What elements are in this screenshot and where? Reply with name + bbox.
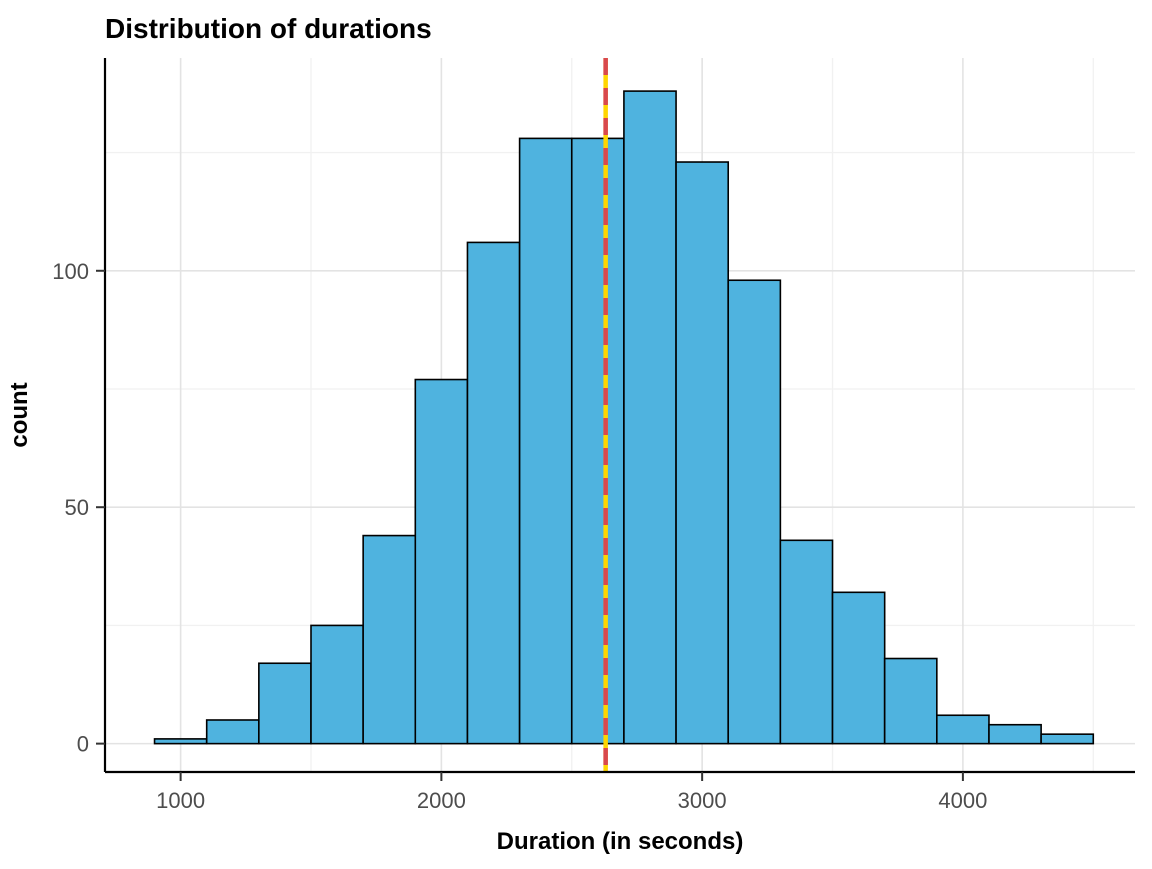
y-tick-label: 50 (65, 495, 89, 520)
histogram-bar (153, 738, 208, 745)
x-axis-label: Duration (in seconds) (497, 828, 744, 855)
chart-title: Distribution of durations (105, 13, 432, 44)
y-axis-label: count (6, 382, 33, 447)
x-tick-label: 4000 (938, 788, 987, 813)
tick-marks (96, 269, 964, 781)
histogram-bar (831, 591, 886, 745)
x-tick-label: 1000 (156, 788, 205, 813)
histogram-bars (153, 90, 1095, 745)
y-tick-label: 100 (52, 259, 89, 284)
x-tick-label: 3000 (678, 788, 727, 813)
histogram-bar (675, 161, 730, 745)
histogram-bar (727, 279, 782, 745)
y-tick-label: 0 (77, 732, 89, 757)
histogram-bar (623, 90, 677, 745)
y-tick-labels: 0 50 100 (52, 259, 89, 757)
histogram-bar (988, 723, 1042, 745)
histogram-bar (362, 534, 417, 745)
histogram-bar (466, 241, 521, 745)
histogram-bar (310, 624, 364, 745)
histogram-bar (779, 539, 834, 745)
histogram-bar (883, 657, 938, 745)
histogram-bar (258, 662, 312, 745)
x-tick-labels: 1000 2000 3000 4000 (156, 788, 987, 813)
histogram-bar (414, 378, 469, 745)
histogram-bar (1040, 733, 1095, 745)
histogram-bar (518, 137, 573, 745)
x-tick-label: 2000 (417, 788, 466, 813)
histogram-bar (205, 719, 260, 745)
histogram-bar (936, 714, 990, 745)
histogram-bar (570, 137, 625, 745)
